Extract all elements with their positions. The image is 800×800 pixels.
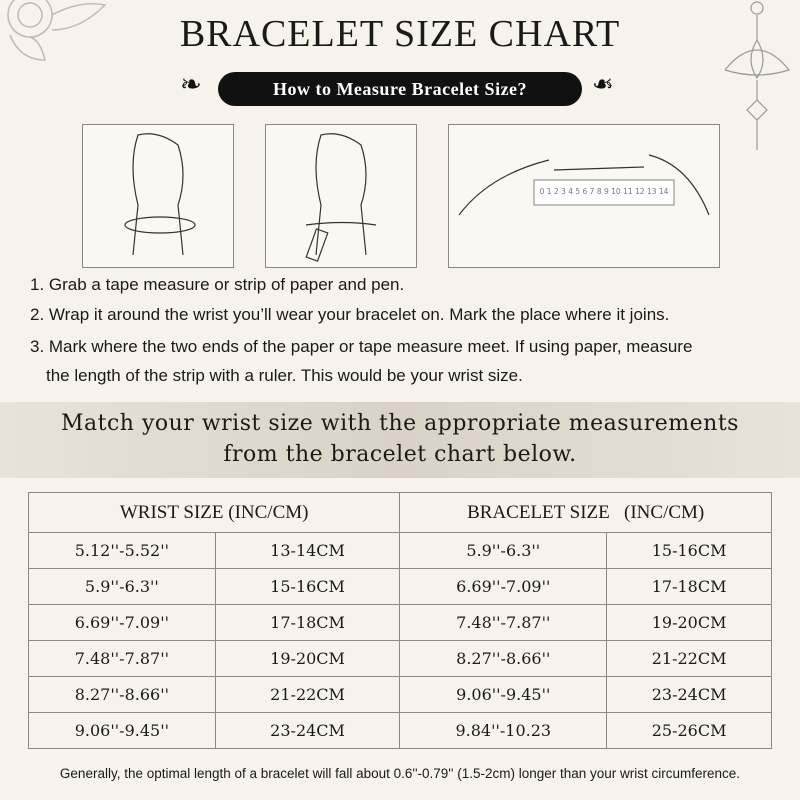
- table-cell: 23-24CM: [214, 712, 401, 749]
- size-table: WRIST SIZE (INC/CM) BRACELET SIZE (INC/CM…: [27, 492, 772, 749]
- table-row: 5.12''-5.52'' 13-14CM 5.9''-6.3'' 15-16CM: [28, 532, 772, 569]
- subtitle-pill: How to Measure Bracelet Size?: [218, 72, 582, 106]
- table-cell: 6.69''-7.09'': [399, 568, 608, 605]
- table-cell: 5.9''-6.3'': [399, 532, 608, 569]
- mandala-decoration-icon: [7, 0, 107, 61]
- bracelet-size-header: BRACELET SIZE (INC/CM): [399, 492, 772, 533]
- hand-mark-illustration: [265, 124, 417, 268]
- step-3: 3. Mark where the two ends of the paper …: [30, 337, 693, 356]
- right-swirl-icon: ❧: [592, 70, 614, 100]
- table-row: 7.48''-7.87'' 19-20CM 8.27''-8.66'' 21-22CM: [28, 640, 772, 677]
- table-row: 8.27''-8.66'' 21-22CM 9.06''-9.45'' 23-24CM: [28, 676, 772, 713]
- left-swirl-icon: ❧: [180, 70, 202, 100]
- ruler-illustration: 0 1 2 3 4 5 6 7 8 9 10 11 12 13 14: [448, 124, 720, 268]
- step-1: 1. Grab a tape measure or strip of paper…: [30, 275, 405, 294]
- table-cell: 15-16CM: [606, 532, 772, 569]
- lotus-charm-icon: [724, 1, 791, 150]
- table-cell: 21-22CM: [214, 676, 401, 713]
- table-cell: 13-14CM: [214, 532, 401, 569]
- table-row: 5.9''-6.3'' 15-16CM 6.69''-7.09'' 17-18CM: [28, 568, 772, 605]
- table-cell: 21-22CM: [606, 640, 772, 677]
- table-cell: 7.48''-7.87'': [28, 640, 216, 677]
- table-cell: 23-24CM: [606, 676, 772, 713]
- step-3-continued: the length of the strip with a ruler. Th…: [46, 366, 523, 385]
- table-cell: 5.9''-6.3'': [28, 568, 216, 605]
- table-cell: 19-20CM: [606, 604, 772, 641]
- table-row: 9.06''-9.45'' 23-24CM 9.84''-10.23 25-26CM: [28, 712, 772, 749]
- table-row: 6.69''-7.09'' 17-18CM 7.48''-7.87'' 19-20CM: [28, 604, 772, 641]
- table-cell: 9.06''-9.45'': [28, 712, 216, 749]
- footnote: Generally, the optimal length of a brace…: [59, 766, 741, 781]
- wrist-size-header: WRIST SIZE (INC/CM): [27, 492, 401, 533]
- table-cell: 8.27''-8.66'': [28, 676, 216, 713]
- banner-line-1: Match your wrist size with the appropria…: [61, 411, 739, 436]
- banner-line-2: from the bracelet chart below.: [223, 442, 577, 467]
- table-cell: 25-26CM: [606, 712, 772, 749]
- page-title: BRACELET SIZE CHART: [179, 13, 621, 55]
- table-cell: 5.12''-5.52'': [28, 532, 216, 569]
- step-2: 2. Wrap it around the wrist you’ll wear …: [30, 305, 670, 324]
- table-header-row: WRIST SIZE (INC/CM) BRACELET SIZE (INC/CM…: [27, 492, 772, 533]
- table-cell: 17-18CM: [214, 604, 401, 641]
- table-cell: 6.69''-7.09'': [28, 604, 216, 641]
- table-cell: 17-18CM: [606, 568, 772, 605]
- hand-wrap-illustration: [82, 124, 234, 268]
- table-cell: 8.27''-8.66'': [399, 640, 608, 677]
- ruler-scale: 0 1 2 3 4 5 6 7 8 9 10 11 12 13 14: [539, 187, 669, 196]
- table-cell: 19-20CM: [214, 640, 401, 677]
- table-cell: 7.48''-7.87'': [399, 604, 608, 641]
- table-cell: 9.84''-10.23: [399, 712, 608, 749]
- table-cell: 15-16CM: [214, 568, 401, 605]
- instruction-banner: Match your wrist size with the appropria…: [0, 402, 800, 478]
- table-cell: 9.06''-9.45'': [399, 676, 608, 713]
